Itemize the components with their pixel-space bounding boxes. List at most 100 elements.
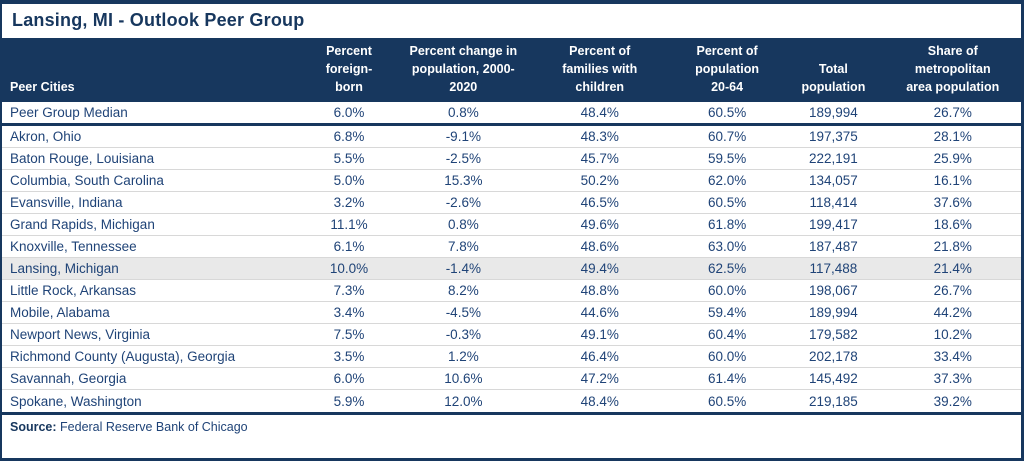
value-cell: -4.5% [399, 301, 528, 324]
value-cell: 202,178 [782, 345, 885, 368]
table-row: Little Rock, Arkansas 7.3% 8.2% 48.8% 60.0% 1… [2, 279, 1021, 302]
column-header-percent-foreign-born: Percent foreign- born [298, 38, 400, 103]
value-cell: 45.7% [527, 147, 672, 170]
column-header-total-population: Total population [782, 38, 885, 103]
peer-city-name: Akron, Ohio [10, 129, 82, 145]
value-cell: 15.3% [399, 169, 528, 192]
value-cell: 37.3% [884, 367, 1021, 390]
value-cell: 3.2% [298, 191, 400, 214]
value-cell: 44.6% [527, 301, 672, 324]
value-cell: 48.4% [527, 389, 672, 412]
value-cell: 25.9% [884, 147, 1021, 170]
peer-city-name: Evansville, Indiana [2, 191, 299, 214]
table-row: Columbia, South Carolina 5.0% 15.3% 50.2% 62… [2, 169, 1021, 192]
value-cell: 21.8% [884, 235, 1021, 258]
table-row: Evansville, Indiana 3.2% -2.6% 46.5% 60.5% 11… [2, 191, 1021, 214]
peer-city-name: Lansing, Michigan [2, 257, 299, 280]
peer-city-name: Peer Group Median [2, 102, 299, 127]
column-header-peer-cities: Peer Cities [2, 38, 299, 103]
peer-city-name: Baton Rouge, Louisiana [2, 147, 299, 170]
value-cell: 6.1% [298, 235, 400, 258]
value-cell: 117,488 [782, 257, 885, 280]
value-cell: 187,487 [782, 235, 885, 258]
value-cell: 28.1% [933, 129, 972, 145]
table-row: Knoxville, Tennessee 6.1% 7.8% 48.6% 63.0% 18… [2, 235, 1021, 258]
value-cell: 5.5% [298, 147, 400, 170]
source-label: Source: [10, 419, 57, 434]
value-cell: 21.4% [884, 257, 1021, 280]
value-cell: 197,375 [808, 129, 858, 145]
table-row: Peer Group Median 6.0% 0.8% 48.4% 60.5% 189,9… [2, 102, 1021, 127]
value-cell: 33.4% [884, 345, 1021, 368]
table-row: Newport News, Virginia 7.5% -0.3% 49.1% 60.4… [2, 323, 1021, 346]
peer-city-name: Newport News, Virginia [2, 323, 299, 346]
value-cell: 6.0% [298, 102, 400, 127]
value-cell: 48.3% [580, 129, 619, 145]
value-cell: 44.2% [884, 301, 1021, 324]
peer-city-name: Mobile, Alabama [2, 301, 299, 324]
value-cell: 26.7% [884, 102, 1021, 127]
value-cell: 60.7% [707, 129, 747, 145]
value-cell: 5.0% [298, 169, 400, 192]
value-cell: 7.5% [298, 323, 400, 346]
column-header-percent-families-children: Percent of families with children [527, 38, 672, 103]
peer-city-name: Grand Rapids, Michigan [2, 213, 299, 236]
value-cell: 6.0% [298, 367, 400, 390]
value-cell: 179,582 [782, 323, 885, 346]
peer-city-name: Columbia, South Carolina [2, 169, 299, 192]
peer-city-name: Savannah, Georgia [2, 367, 299, 390]
value-cell: 11.1% [298, 213, 400, 236]
table-row: Baton Rouge, Louisiana 5.5% -2.5% 45.7% 59.5… [2, 147, 1021, 170]
header-row: Peer Cities Percent foreign- born Percen… [2, 38, 1021, 103]
value-cell: 59.5% [671, 147, 783, 170]
value-cell: 219,185 [782, 389, 885, 412]
column-header-share-metro-population: Share of metropolitan area population [884, 38, 1021, 103]
value-cell: 39.2% [884, 389, 1021, 412]
column-header-percent-change-population: Percent change in population, 2000- 2020 [399, 38, 528, 103]
value-cell: 60.0% [671, 345, 783, 368]
value-cell: 63.0% [671, 235, 783, 258]
value-cell: 3.5% [298, 345, 400, 368]
value-cell: 7.3% [298, 279, 400, 302]
table-row: Lansing, Michigan 10.0% -1.4% 49.4% 62.5% 117… [2, 257, 1021, 280]
value-cell: -1.4% [399, 257, 528, 280]
value-cell: 10.6% [399, 367, 528, 390]
source-text: Federal Reserve Bank of Chicago [60, 419, 248, 434]
table-row: Savannah, Georgia 6.0% 10.6% 47.2% 61.4% 145,… [2, 367, 1021, 390]
value-cell: 49.4% [527, 257, 672, 280]
value-cell: 0.8% [399, 102, 528, 127]
value-cell: 118,414 [782, 191, 885, 214]
value-cell: 1.2% [399, 345, 528, 368]
value-cell: 199,417 [782, 213, 885, 236]
peer-city-name: Spokane, Washington [2, 389, 299, 412]
value-cell: -2.6% [399, 191, 528, 214]
value-cell: 62.5% [671, 257, 783, 280]
table-row: Richmond County (Augusta), Georgia 3.5% 1.… [2, 345, 1021, 368]
value-cell: 46.4% [527, 345, 672, 368]
value-cell: 5.9% [298, 389, 400, 412]
value-cell: 18.6% [884, 213, 1021, 236]
value-cell: 50.2% [527, 169, 672, 192]
value-cell: 48.4% [527, 102, 672, 127]
value-cell: 134,057 [782, 169, 885, 192]
page-title: Lansing, MI - Outlook Peer Group [12, 10, 305, 30]
value-cell: -9.1% [445, 129, 481, 145]
table-row: Mobile, Alabama 3.4% -4.5% 44.6% 59.4% 189,99… [2, 301, 1021, 324]
value-cell: 0.8% [399, 213, 528, 236]
table-row: Spokane, Washington 5.9% 12.0% 48.4% 60.5% 21… [2, 389, 1021, 412]
value-cell: -0.3% [399, 323, 528, 346]
value-cell: 26.7% [884, 279, 1021, 302]
peer-city-name: Knoxville, Tennessee [2, 235, 299, 258]
value-cell: 60.5% [671, 191, 783, 214]
table-header: Peer Cities Percent foreign- born Percen… [2, 38, 1021, 103]
value-cell: 48.6% [527, 235, 672, 258]
value-cell: 60.5% [671, 389, 783, 412]
value-cell: 61.8% [671, 213, 783, 236]
value-cell: 37.6% [884, 191, 1021, 214]
value-cell: 59.4% [671, 301, 783, 324]
table-row: Grand Rapids, Michigan 11.1% 0.8% 49.6% 61.8… [2, 213, 1021, 236]
column-header-percent-population-20-64: Percent of population 20-64 [671, 38, 783, 103]
value-cell: 198,067 [782, 279, 885, 302]
value-cell: 7.8% [399, 235, 528, 258]
